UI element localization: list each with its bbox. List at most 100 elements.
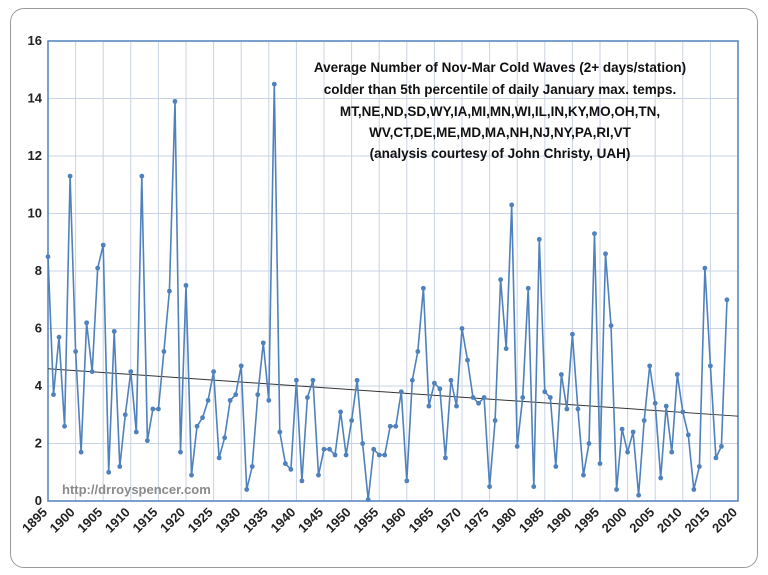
- series-cold-waves: [45, 81, 730, 502]
- x-tick-label: 1925: [185, 505, 216, 536]
- data-point-1938: [282, 461, 288, 467]
- data-point-1980: [514, 443, 520, 449]
- data-point-1908: [117, 464, 123, 469]
- data-point-1992: [581, 472, 586, 478]
- x-tick-label: 1975: [461, 505, 492, 536]
- series-line: [47, 83, 728, 501]
- y-axis: 0 2 4 6 8 10 12 14 16: [28, 33, 43, 508]
- x-tick-label: 1970: [433, 505, 464, 536]
- x-tick-label: 1980: [488, 505, 519, 536]
- data-point-1897: [56, 334, 62, 340]
- data-point-1959: [398, 389, 404, 395]
- data-point-2018: [724, 297, 730, 303]
- data-point-1950: [349, 418, 354, 423]
- data-point-1933: [255, 392, 261, 398]
- data-point-1913: [144, 438, 150, 444]
- data-point-1917: [167, 288, 172, 294]
- x-tick-label: 1900: [47, 505, 78, 536]
- data-point-2009: [674, 372, 680, 377]
- data-point-1942: [305, 395, 310, 400]
- x-tick-label: 1895: [19, 505, 50, 536]
- x-tick-label: 1920: [157, 505, 188, 536]
- y-tick-label: 6: [35, 321, 42, 336]
- data-point-1904: [95, 265, 101, 271]
- data-point-1936: [271, 81, 277, 87]
- data-point-1983: [531, 484, 537, 490]
- data-point-1958: [393, 423, 399, 429]
- data-point-1962: [415, 349, 421, 354]
- data-point-1974: [481, 395, 487, 400]
- data-point-1929: [233, 392, 239, 398]
- data-point-1964: [426, 403, 432, 409]
- data-point-1968: [448, 377, 454, 383]
- x-tick-label: 1935: [240, 505, 271, 536]
- data-point-1931: [244, 487, 250, 492]
- data-point-1940: [294, 377, 299, 383]
- data-point-1984: [536, 236, 542, 242]
- x-tick-label: 1995: [571, 505, 602, 536]
- data-point-1945: [321, 446, 327, 452]
- data-point-1912: [139, 173, 145, 179]
- title-line-4: WV,CT,DE,ME,MD,MA,NH,NJ,NY,PA,RI,VT: [369, 125, 632, 140]
- data-point-2012: [691, 487, 697, 492]
- data-point-1951: [354, 377, 360, 383]
- chart-frame: [10, 8, 758, 568]
- data-point-1935: [266, 397, 272, 403]
- data-point-1985: [542, 389, 548, 395]
- data-point-1978: [503, 346, 509, 352]
- data-point-2004: [647, 363, 653, 369]
- data-point-1999: [619, 426, 625, 432]
- chart-title: Average Number of Nov-Mar Cold Waves (2+…: [314, 60, 686, 161]
- data-point-1970: [459, 326, 465, 331]
- data-point-1909: [122, 412, 128, 418]
- x-tick-label: 1910: [102, 505, 133, 536]
- data-point-1920: [183, 282, 189, 288]
- data-point-1967: [443, 455, 448, 461]
- data-point-1969: [454, 403, 459, 409]
- x-tick-label: 1945: [295, 505, 326, 536]
- data-point-1896: [51, 392, 56, 398]
- data-point-1982: [525, 285, 531, 291]
- data-point-1977: [498, 277, 504, 283]
- data-point-1965: [432, 380, 437, 386]
- x-tick-label: 1960: [378, 505, 409, 536]
- data-point-1924: [205, 397, 211, 403]
- data-point-2013: [696, 464, 702, 469]
- data-point-1943: [310, 377, 316, 383]
- data-point-1919: [178, 449, 183, 455]
- y-tick-label: 0: [35, 493, 42, 508]
- data-point-1963: [420, 285, 426, 291]
- data-point-1925: [211, 369, 217, 375]
- data-point-1922: [194, 423, 200, 429]
- data-point-1928: [227, 397, 233, 403]
- data-point-1979: [509, 202, 515, 208]
- title-line-5: (analysis courtesy of John Christy, UAH): [370, 146, 631, 161]
- y-tick-label: 4: [35, 378, 43, 393]
- data-point-1948: [338, 409, 343, 415]
- data-point-2016: [713, 455, 719, 461]
- data-point-1994: [592, 231, 597, 237]
- data-point-1953: [365, 497, 371, 502]
- data-point-2014: [702, 265, 708, 271]
- data-point-1911: [133, 429, 139, 435]
- data-point-1952: [360, 441, 366, 446]
- data-point-1914: [150, 406, 156, 412]
- y-tick-label: 16: [28, 33, 42, 48]
- y-tick-label: 12: [28, 148, 42, 163]
- data-point-2008: [669, 449, 675, 455]
- x-tick-label: 1940: [267, 505, 298, 536]
- data-point-1937: [277, 429, 283, 435]
- data-point-1986: [547, 395, 553, 400]
- y-tick-label: 10: [28, 206, 42, 221]
- data-point-1954: [371, 446, 377, 452]
- data-point-1895: [45, 254, 51, 260]
- data-point-1903: [89, 369, 95, 375]
- data-point-2007: [663, 403, 669, 409]
- x-tick-label: 2005: [626, 505, 657, 536]
- y-tick-label: 2: [35, 436, 42, 451]
- data-point-1989: [564, 406, 570, 412]
- data-point-1991: [575, 406, 581, 412]
- data-point-2001: [630, 429, 636, 435]
- x-tick-label: 1905: [74, 505, 105, 536]
